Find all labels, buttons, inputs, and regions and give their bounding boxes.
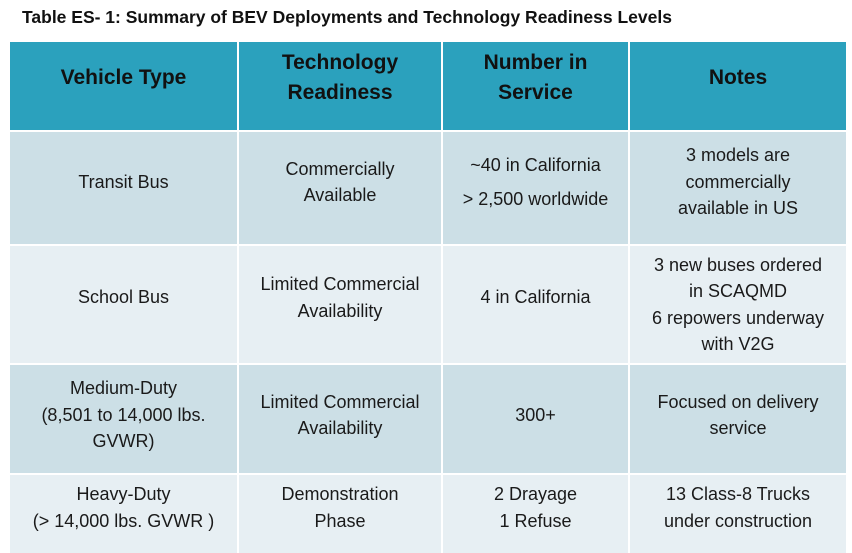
cell-text: 1 Refuse	[499, 510, 572, 531]
cell-text: ~40 in California	[470, 154, 601, 175]
header-technology-readiness-line2: Readiness	[287, 81, 393, 104]
header-technology-readiness: Technology Readiness	[239, 42, 443, 132]
cell-readiness: Limited Commercial Availability	[239, 246, 443, 365]
cell-text: Commercially	[285, 158, 395, 179]
cell-text: service	[709, 418, 767, 438]
cell-text: Focused on delivery	[657, 391, 819, 412]
cell-text: School Bus	[77, 287, 170, 308]
table-row-school-bus: School Bus Limited Commercial Availabili…	[10, 246, 846, 365]
cell-text: > 2,500 worldwide	[462, 189, 609, 209]
cell-readiness: Demonstration Phase	[239, 475, 443, 553]
cell-text: 3 new buses ordered	[653, 254, 823, 275]
cell-text: Demonstration	[281, 484, 399, 504]
cell-text: with V2G	[701, 334, 775, 354]
cell-readiness: Commercially Available	[239, 132, 443, 246]
cell-text: available in US	[677, 198, 799, 219]
cell-text: Phase	[314, 510, 366, 531]
cell-notes: 3 new buses ordered in SCAQMD 6 repowers…	[630, 246, 846, 365]
cell-text: Availability	[297, 418, 383, 438]
cell-text: Heavy-Duty	[76, 484, 171, 504]
table-row-medium-duty: Medium-Duty (8,501 to 14,000 lbs. GVWR) …	[10, 365, 846, 475]
cell-text: Available	[303, 185, 377, 205]
cell-text: under construction	[663, 510, 813, 531]
cell-number-in-service: 4 in California	[443, 246, 630, 365]
header-number-in-service-line2: Service	[498, 81, 573, 104]
header-technology-readiness-line1: Technology	[281, 51, 399, 74]
cell-notes: Focused on delivery service	[630, 365, 846, 475]
cell-text: Transit Bus	[78, 171, 169, 192]
cell-text: commercially	[685, 171, 791, 192]
spacer	[449, 178, 622, 186]
cell-vehicle-type: Transit Bus	[10, 132, 239, 246]
cell-text: (> 14,000 lbs. GVWR )	[32, 510, 215, 531]
cell-text: 3 models are	[685, 145, 791, 166]
table-row-transit-bus: Transit Bus Commercially Available ~40 i…	[10, 132, 846, 246]
cell-text: Availability	[297, 300, 383, 321]
cell-vehicle-type: Medium-Duty (8,501 to 14,000 lbs. GVWR)	[10, 365, 239, 475]
cell-text: 6 repowers underway	[651, 307, 825, 328]
cell-number-in-service: ~40 in California > 2,500 worldwide	[443, 132, 630, 246]
cell-vehicle-type: Heavy-Duty (> 14,000 lbs. GVWR )	[10, 475, 239, 553]
header-row: Vehicle Type Technology Readiness Number…	[10, 42, 846, 132]
header-vehicle-type: Vehicle Type	[10, 42, 239, 132]
cell-text: in SCAQMD	[688, 281, 787, 301]
header-notes-label: Notes	[708, 66, 768, 89]
header-vehicle-type-label: Vehicle Type	[60, 66, 187, 89]
header-number-in-service-line1: Number in	[483, 51, 588, 74]
cell-text: 4 in California	[480, 287, 591, 308]
cell-text: 2 Drayage	[493, 484, 578, 504]
table-row-heavy-duty: Heavy-Duty (> 14,000 lbs. GVWR ) Demonst…	[10, 475, 846, 553]
cell-notes: 13 Class-8 Trucks under construction	[630, 475, 846, 553]
cell-text: GVWR)	[92, 431, 155, 452]
cell-text: (8,501 to 14,000 lbs.	[41, 404, 206, 425]
cell-text: Limited Commercial	[260, 391, 420, 412]
cell-number-in-service: 2 Drayage 1 Refuse	[443, 475, 630, 553]
bev-deployment-table: Vehicle Type Technology Readiness Number…	[10, 42, 846, 553]
cell-notes: 3 models are commercially available in U…	[630, 132, 846, 246]
cell-number-in-service: 300+	[443, 365, 630, 475]
header-notes: Notes	[630, 42, 846, 132]
cell-readiness: Limited Commercial Availability	[239, 365, 443, 475]
cell-text: Limited Commercial	[260, 274, 420, 294]
cell-text: 300+	[515, 404, 556, 425]
cell-vehicle-type: School Bus	[10, 246, 239, 365]
header-number-in-service: Number in Service	[443, 42, 630, 132]
cell-text: Medium-Duty	[69, 378, 178, 399]
table-caption: Table ES- 1: Summary of BEV Deployments …	[22, 7, 672, 27]
cell-text: 13 Class-8 Trucks	[665, 484, 811, 504]
